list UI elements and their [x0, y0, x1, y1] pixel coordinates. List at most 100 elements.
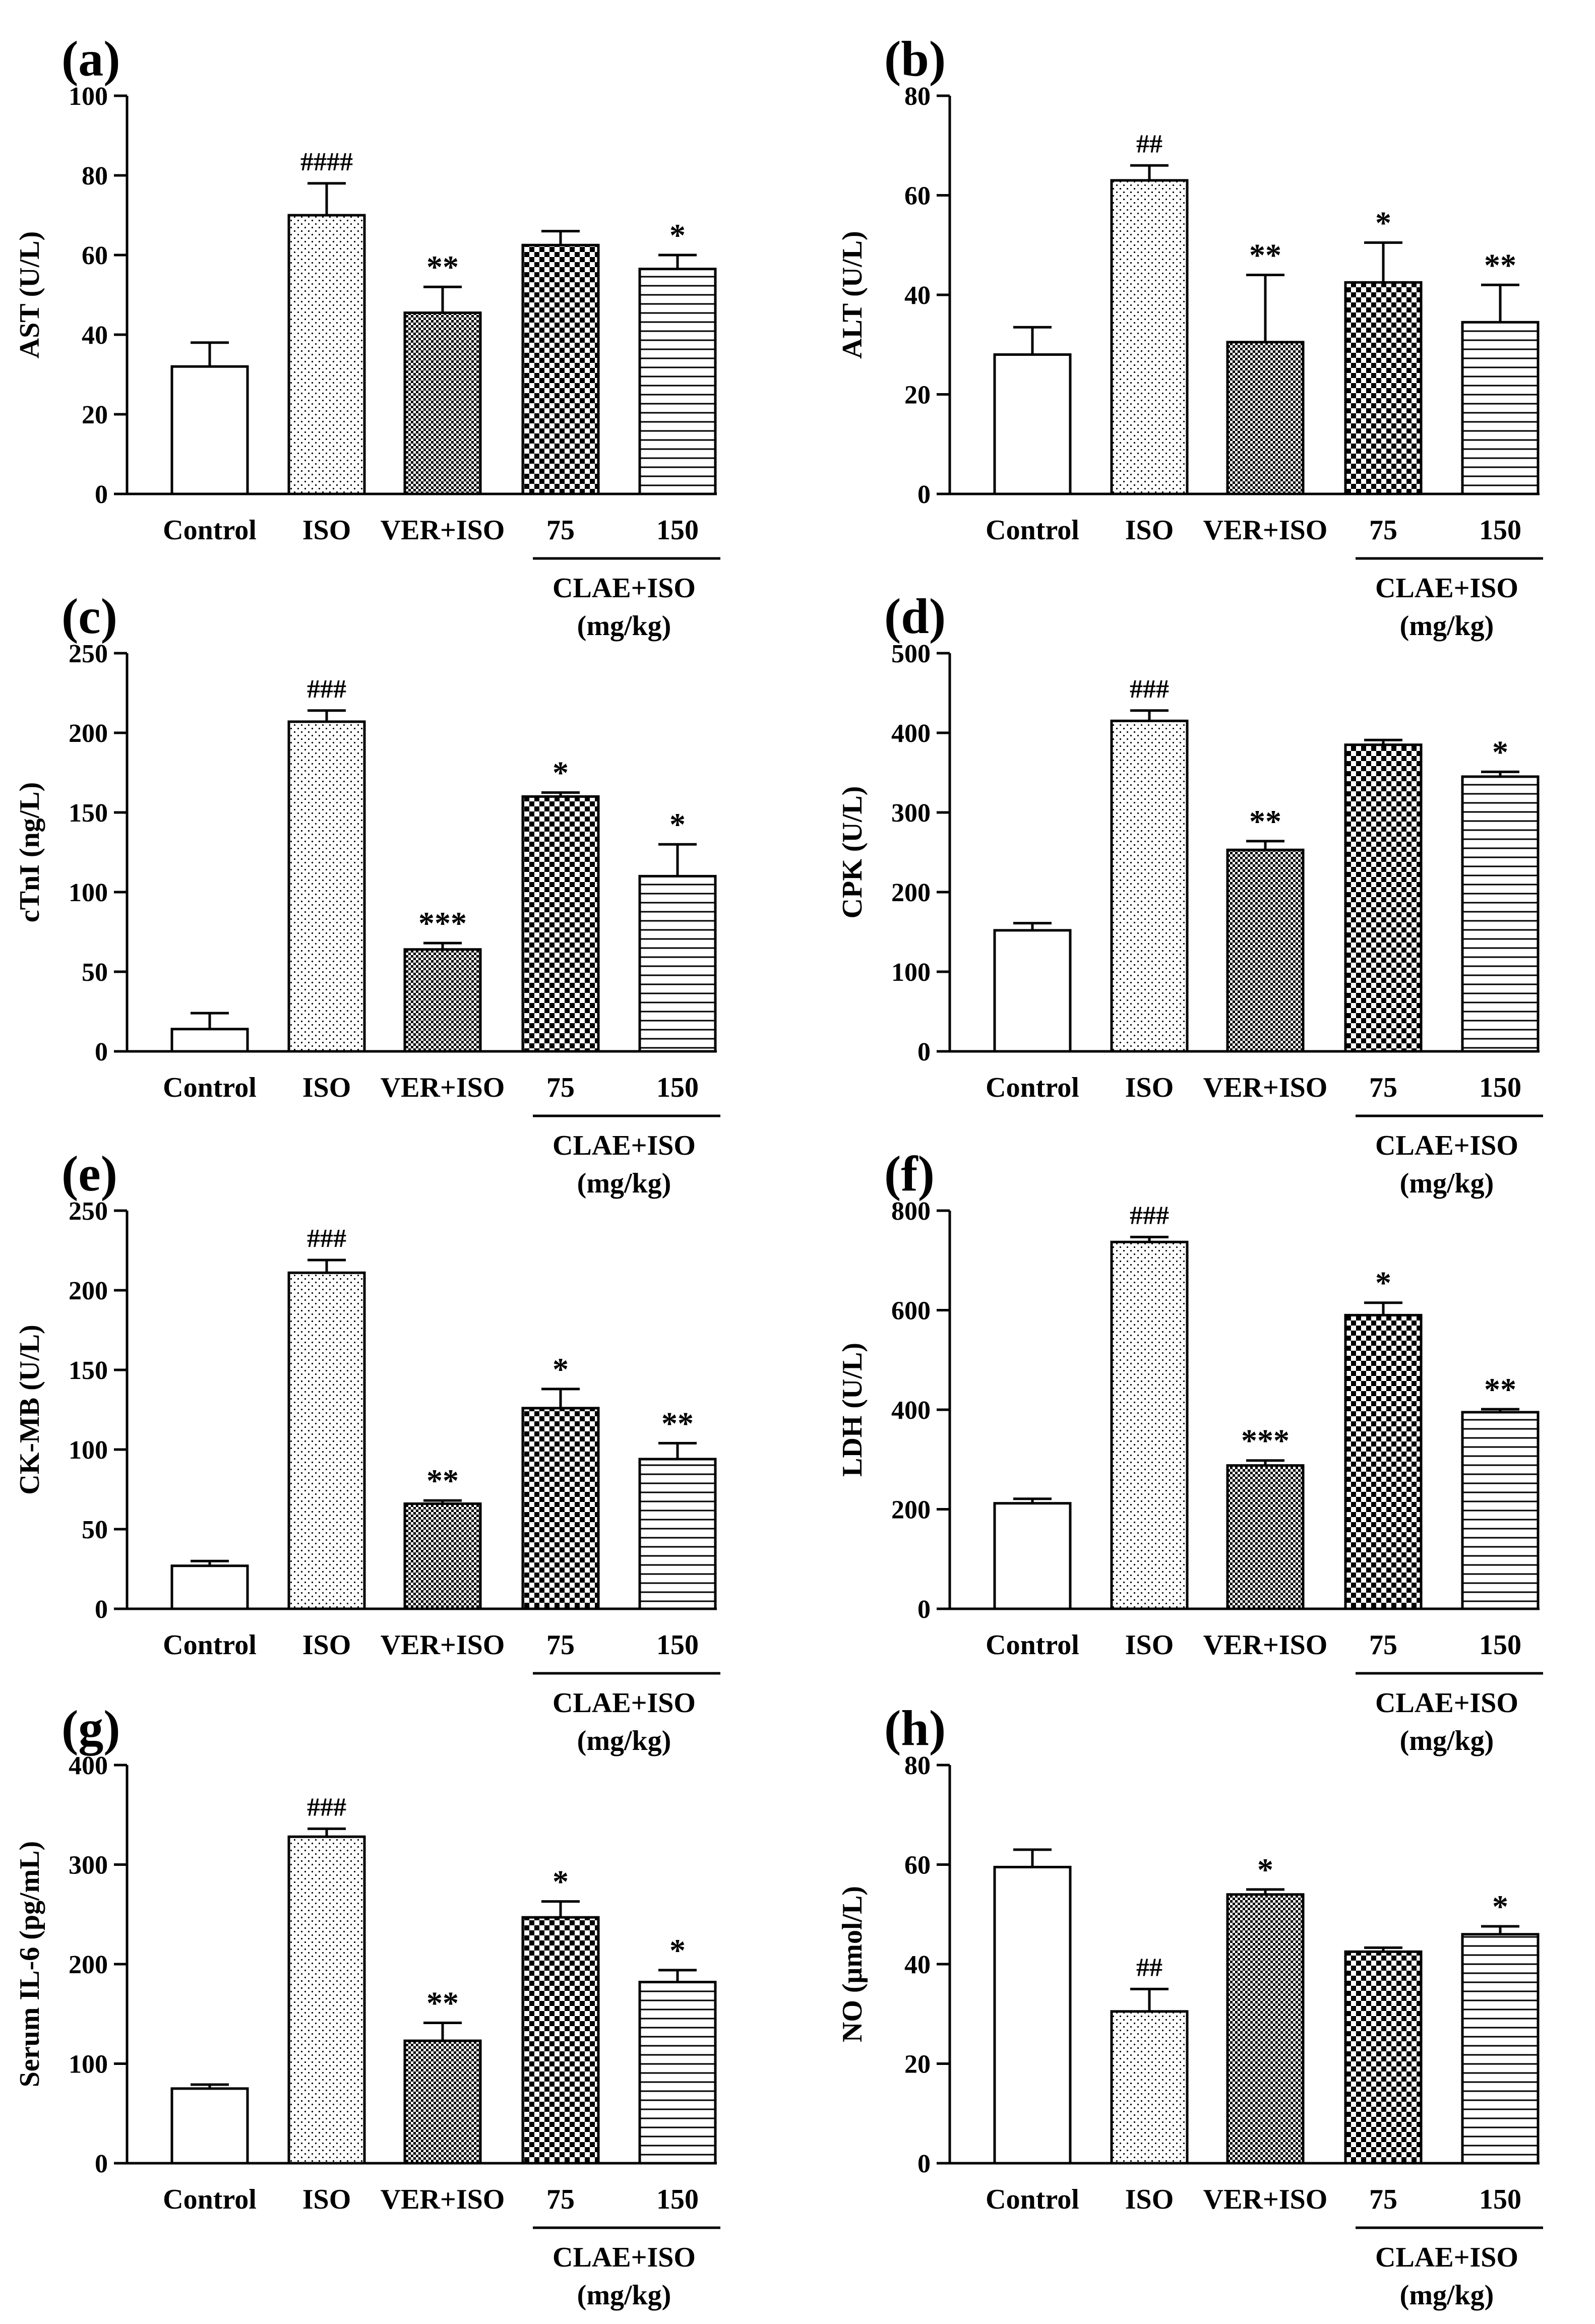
y-tick-label: 80 [904, 1751, 931, 1780]
x-tick-label: 75 [546, 515, 575, 546]
y-tick-label: 250 [69, 1197, 108, 1226]
y-axis-title: Serum IL-6 (pg/mL) [14, 1841, 45, 2087]
group-unit: (mg/kg) [1400, 1725, 1494, 1756]
bar [521, 1407, 600, 1610]
y-tick-label: 50 [82, 1516, 108, 1544]
panel-label: (d) [884, 588, 946, 644]
significance-mark: ** [426, 1463, 459, 1498]
y-axis-title: AST (U/L) [14, 231, 45, 359]
y-tick-label: 20 [904, 381, 931, 410]
bar [287, 720, 366, 1053]
significance-mark: ## [1136, 1953, 1162, 1982]
significance-mark: ### [307, 675, 346, 704]
significance-mark: ### [307, 1224, 346, 1253]
bar [1110, 179, 1189, 495]
y-tick-label: 300 [69, 1851, 108, 1880]
significance-mark: * [669, 806, 686, 842]
significance-mark: ** [1484, 247, 1516, 283]
x-tick-label: 150 [1479, 2184, 1521, 2215]
x-tick-label: VER+ISO [1203, 1629, 1328, 1661]
bar [170, 1564, 249, 1610]
y-tick-label: 400 [891, 719, 931, 748]
group-label: CLAE+ISO [1375, 573, 1518, 604]
panel-label: (h) [884, 1700, 946, 1756]
y-tick-label: 100 [69, 82, 108, 111]
bar [1344, 1950, 1423, 2165]
x-tick-label: 150 [656, 515, 699, 546]
significance-mark: ### [1130, 675, 1169, 704]
significance-mark: ## [1136, 130, 1162, 158]
x-tick-label: 75 [546, 2184, 575, 2215]
group-unit: (mg/kg) [577, 2280, 671, 2311]
y-tick-label: 500 [891, 640, 931, 668]
y-tick-label: 20 [904, 2050, 931, 2079]
bar [993, 353, 1072, 495]
bar [521, 795, 600, 1053]
panel-label: (a) [62, 31, 120, 87]
group-unit: (mg/kg) [1400, 1168, 1494, 1199]
panel-label: (e) [62, 1146, 117, 1202]
bar [170, 1028, 249, 1053]
bar [1344, 743, 1423, 1053]
y-tick-label: 0 [917, 1595, 931, 1624]
y-tick-label: 0 [95, 480, 108, 509]
significance-mark: * [669, 1932, 686, 1968]
panel-label: (c) [62, 588, 117, 644]
bar [170, 365, 249, 495]
bar [1344, 1313, 1423, 1610]
y-tick-label: 100 [69, 878, 108, 907]
bar [521, 243, 600, 495]
y-tick-label: 200 [69, 719, 108, 748]
bar [403, 2039, 482, 2165]
x-tick-label: 75 [546, 1629, 575, 1661]
x-tick-label: ISO [1125, 515, 1174, 546]
y-tick-label: 0 [917, 2150, 931, 2178]
bar [1226, 848, 1305, 1053]
bar [638, 874, 717, 1053]
significance-mark: * [1257, 1852, 1273, 1888]
x-tick-label: 75 [1369, 1072, 1397, 1103]
y-tick-label: 20 [82, 401, 108, 429]
x-tick-label: ISO [302, 515, 351, 546]
significance-mark: * [1492, 1889, 1508, 1924]
x-tick-label: 150 [656, 1072, 699, 1103]
x-tick-label: 150 [1479, 1629, 1521, 1661]
x-tick-label: ISO [1125, 2184, 1174, 2215]
y-tick-label: 0 [917, 480, 931, 509]
x-tick-label: Control [163, 1629, 257, 1661]
x-tick-label: ISO [1125, 1072, 1174, 1103]
chart-panel: (e) 0 50 100 150 200 250 CK-MB (U/L) Control ### I… [14, 1146, 720, 1756]
bar [638, 268, 717, 495]
x-tick-label: Control [986, 2184, 1079, 2215]
bar [287, 1835, 366, 2165]
y-tick-label: 60 [904, 182, 931, 211]
y-axis-title: NO (μmol/L) [837, 1886, 868, 2042]
chart-panel: (c) 0 50 100 150 200 250 cTnI (ng/L) Control ### I… [14, 588, 720, 1199]
bar [1110, 1240, 1189, 1610]
group-unit: (mg/kg) [577, 1725, 671, 1756]
y-tick-label: 100 [891, 958, 931, 987]
y-tick-label: 50 [82, 958, 108, 987]
x-tick-label: Control [163, 2184, 257, 2215]
y-tick-label: 80 [904, 82, 931, 111]
y-tick-label: 250 [69, 640, 108, 668]
bar [1226, 1464, 1305, 1610]
x-tick-label: ISO [1125, 1629, 1174, 1661]
x-tick-label: VER+ISO [381, 515, 505, 546]
group-label: CLAE+ISO [553, 573, 696, 604]
bar [1461, 775, 1540, 1053]
bar [638, 1458, 717, 1610]
y-tick-label: 100 [69, 1436, 108, 1465]
significance-mark: *** [418, 905, 467, 941]
significance-mark: ** [1249, 803, 1281, 839]
y-tick-label: 400 [891, 1396, 931, 1425]
bar [521, 1916, 600, 2165]
y-tick-label: 0 [95, 1595, 108, 1624]
panel-label: (g) [62, 1700, 120, 1756]
y-tick-label: 150 [69, 1356, 108, 1385]
bar [1226, 1893, 1305, 2165]
y-tick-label: 200 [69, 1951, 108, 1979]
significance-mark: * [1375, 205, 1391, 240]
